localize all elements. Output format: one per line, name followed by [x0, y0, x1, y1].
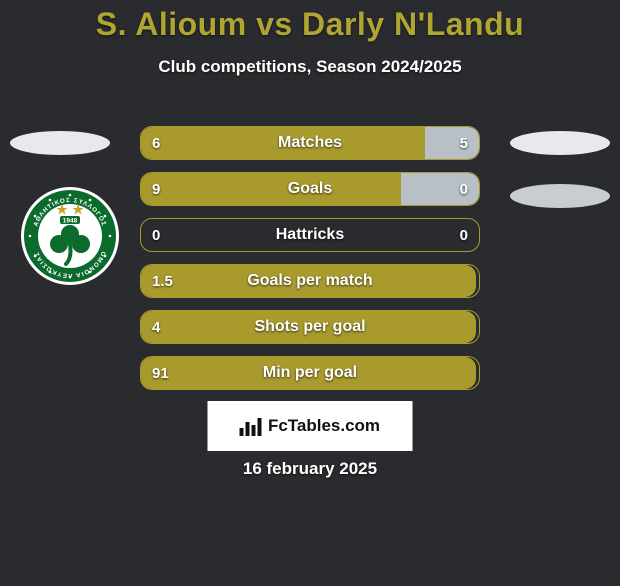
player-right-club-placeholder	[510, 184, 610, 208]
stat-row: 1.5Goals per match	[140, 264, 480, 298]
stat-label: Goals	[140, 172, 480, 206]
player-left-avatar-placeholder	[10, 131, 110, 155]
stat-row: 91Min per goal	[140, 356, 480, 390]
chart-icon	[240, 416, 262, 436]
stat-row: 00Hattricks	[140, 218, 480, 252]
stat-label: Goals per match	[140, 264, 480, 298]
stat-label: Shots per goal	[140, 310, 480, 344]
player-right-avatar-placeholder	[510, 131, 610, 155]
stat-label: Hattricks	[140, 218, 480, 252]
footer-brand-box[interactable]: FcTables.com	[208, 401, 413, 451]
page-title: S. Alioum vs Darly N'Landu	[0, 6, 620, 43]
stat-label: Matches	[140, 126, 480, 160]
stat-row: 90Goals	[140, 172, 480, 206]
stats-table: 65Matches 90Goals 00Hattricks 1.5Goals per …	[140, 126, 480, 402]
stat-row: 4Shots per goal	[140, 310, 480, 344]
subtitle: Club competitions, Season 2024/2025	[0, 57, 620, 77]
footer-brand-text: FcTables.com	[268, 416, 380, 436]
date-line: 16 february 2025	[0, 459, 620, 479]
stat-row: 65Matches	[140, 126, 480, 160]
player-left-club-badge: 1948 ΑΘΛΗΤΙΚΟΣ ΣΥΛΛΟΓΟΣ ΟΜΟΝΟΙΑ ΛΕΥΚΩΣΙΑ…	[20, 186, 120, 286]
badge-year: 1948	[63, 218, 78, 225]
stat-label: Min per goal	[140, 356, 480, 390]
